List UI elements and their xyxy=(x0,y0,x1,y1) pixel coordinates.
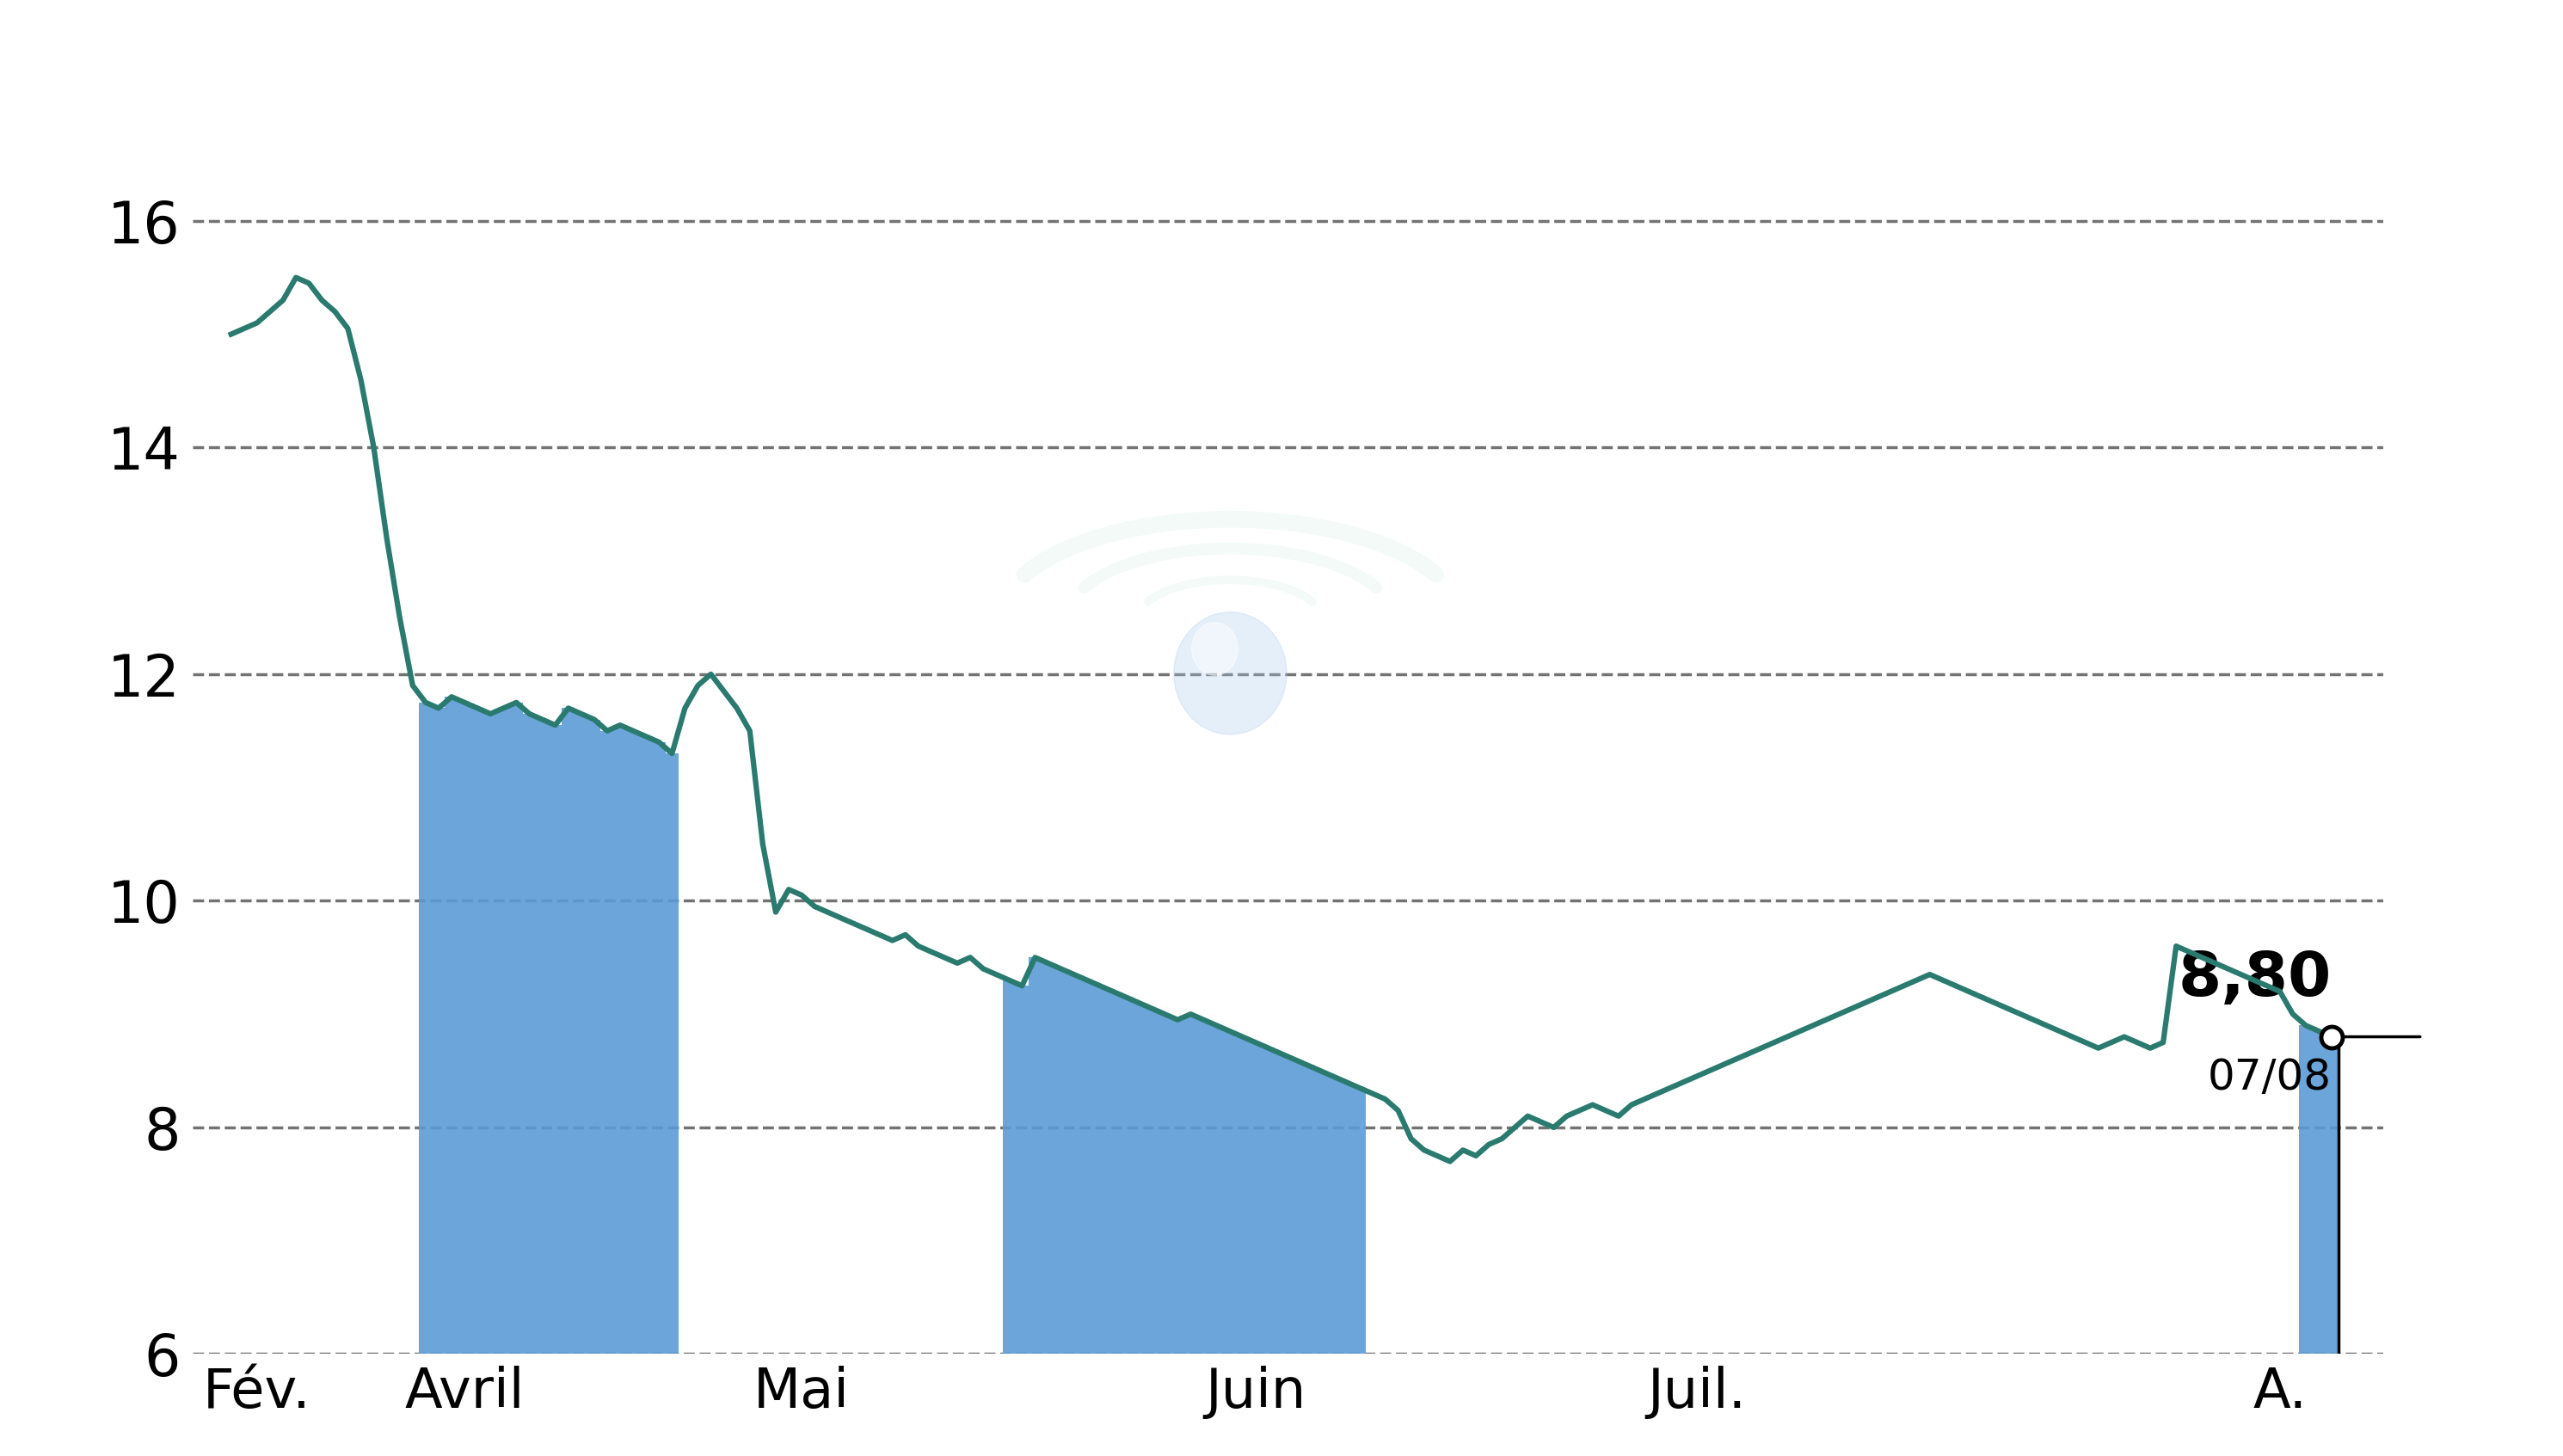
Bar xyxy=(1353,1088,1366,1354)
Bar xyxy=(1094,986,1107,1354)
Bar xyxy=(1340,1082,1353,1354)
Ellipse shape xyxy=(1174,612,1287,734)
Bar xyxy=(1133,1003,1146,1354)
Bar xyxy=(641,737,654,1354)
Bar xyxy=(1082,980,1094,1354)
Bar xyxy=(497,708,510,1354)
Bar xyxy=(1120,997,1133,1354)
Ellipse shape xyxy=(1192,622,1238,676)
Bar xyxy=(654,743,666,1354)
Bar xyxy=(2325,1037,2337,1354)
Bar xyxy=(1041,962,1053,1354)
Bar xyxy=(1223,1031,1235,1354)
Bar xyxy=(2299,1025,2312,1354)
Bar xyxy=(587,719,600,1354)
Bar xyxy=(484,713,497,1354)
Text: 07/08: 07/08 xyxy=(2207,1057,2332,1098)
Bar xyxy=(1015,986,1028,1354)
Bar xyxy=(433,708,446,1354)
Bar xyxy=(536,719,548,1354)
Bar xyxy=(1053,968,1066,1354)
Bar xyxy=(548,725,561,1354)
Bar xyxy=(1028,958,1041,1354)
Text: 8,80: 8,80 xyxy=(2179,949,2332,1009)
Bar xyxy=(420,702,433,1354)
Bar xyxy=(510,702,523,1354)
Bar xyxy=(1302,1066,1315,1354)
Bar xyxy=(666,754,679,1354)
Bar xyxy=(523,713,536,1354)
Bar xyxy=(1197,1019,1210,1354)
Bar xyxy=(1248,1042,1261,1354)
Bar xyxy=(1287,1060,1302,1354)
Bar xyxy=(1158,1015,1171,1354)
Bar xyxy=(1210,1025,1223,1354)
Bar xyxy=(1107,992,1120,1354)
Text: Issuer Direct Corporation: Issuer Direct Corporation xyxy=(600,23,1963,115)
Bar xyxy=(1146,1009,1158,1354)
Bar xyxy=(625,731,641,1354)
Bar xyxy=(1315,1070,1328,1354)
Bar xyxy=(1066,974,1082,1354)
Bar xyxy=(1184,1015,1197,1354)
Bar xyxy=(1328,1076,1340,1354)
Bar xyxy=(2312,1031,2325,1354)
Bar xyxy=(1171,1019,1184,1354)
Bar xyxy=(1235,1037,1248,1354)
Bar xyxy=(574,713,587,1354)
Bar xyxy=(1261,1048,1274,1354)
Bar xyxy=(1274,1054,1287,1354)
Bar xyxy=(600,731,613,1354)
Bar xyxy=(613,725,625,1354)
Bar xyxy=(459,702,472,1354)
Bar xyxy=(561,708,574,1354)
Bar xyxy=(1002,980,1015,1354)
Bar xyxy=(472,708,484,1354)
Bar xyxy=(446,697,459,1354)
